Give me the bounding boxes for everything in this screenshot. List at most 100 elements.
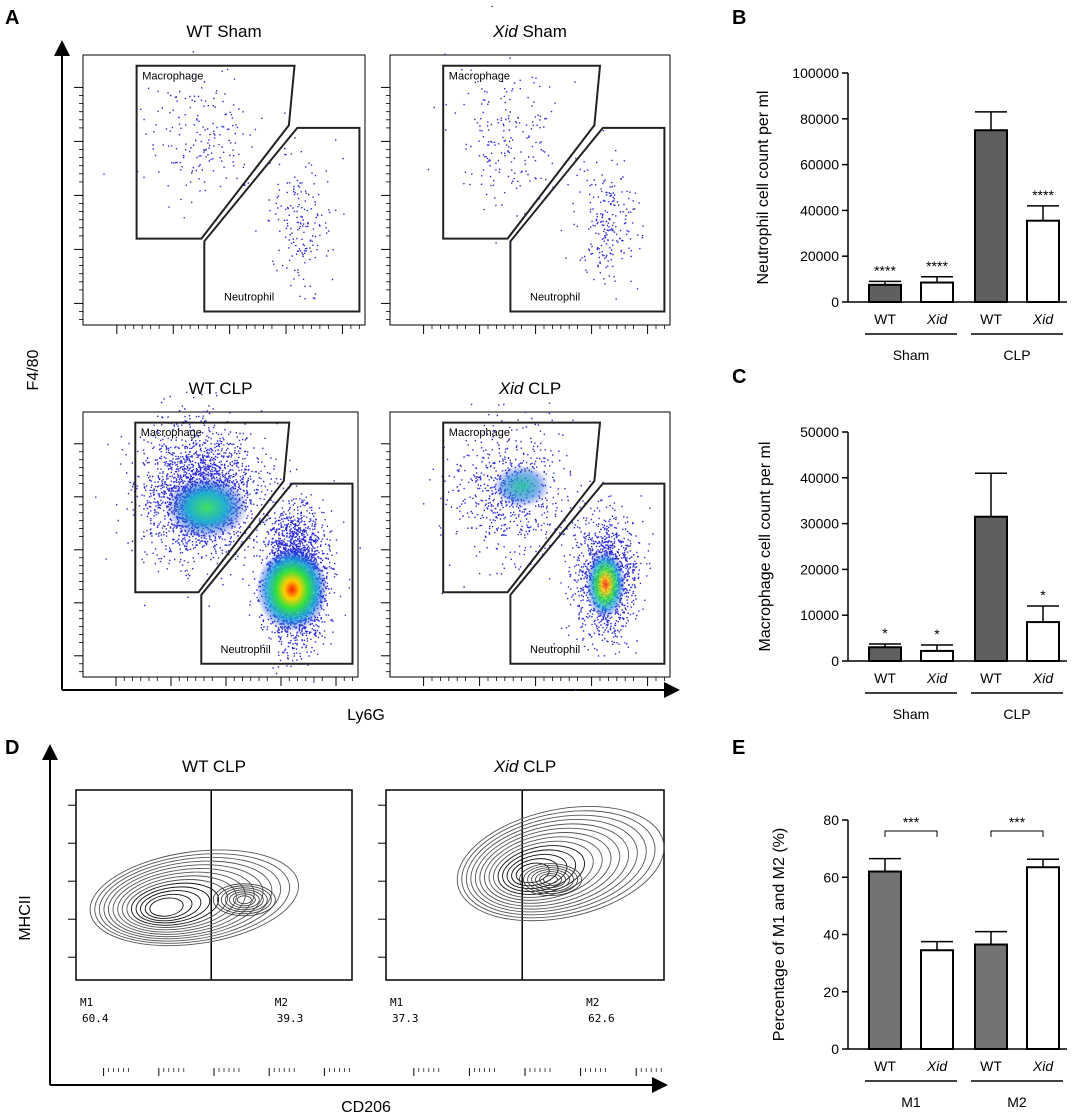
macrophage-gate-label: Macrophage: [449, 427, 510, 439]
contour-line: [474, 823, 630, 910]
flow-plot-title-suffix: Sham: [212, 22, 261, 41]
contour-line: [149, 897, 184, 917]
significance-label: *: [1040, 587, 1046, 603]
flow-plot-title: Xid Sham: [492, 22, 567, 41]
flow-plot-1: WT Sham Macrophage Neutrophil: [74, 22, 366, 334]
panel-a-x-label: Ly6G: [347, 707, 385, 724]
category-label: WT: [980, 1058, 1002, 1074]
bar: [974, 943, 1008, 1050]
contour-plot-frame: [75, 789, 353, 981]
neutrophil-events: [560, 130, 644, 300]
y-axis-label: Percentage of M1 and M2 (%): [771, 828, 788, 1041]
bar: [868, 646, 902, 663]
flow-plot-title-prefix: Xid: [498, 379, 524, 398]
neutrophil-gate: [509, 126, 666, 313]
contour-line: [497, 845, 585, 895]
panel-d-contour-plots: WT CLP M1 60.4 M2 39.3 Xid CLP M1 37.3 M2 62.6: [68, 757, 665, 1076]
contour-line: [483, 832, 612, 904]
contour-line: [98, 856, 282, 942]
y-tick-label: 50000: [800, 424, 839, 440]
bar: [920, 949, 954, 1051]
y-tick-label: 60000: [800, 157, 839, 173]
panel-a-axes: F4/80 Ly6G: [25, 40, 680, 724]
y-tick-label: 20: [823, 984, 839, 1000]
y-tick-label: 20000: [800, 561, 839, 577]
y-axis-label: Neutrophil cell count per ml: [755, 91, 772, 285]
panel-a-y-label: F4/80: [25, 349, 42, 390]
m2-quadrant-value: 39.3: [277, 1012, 304, 1025]
macrophage-density: [165, 475, 248, 540]
category-label: Xid: [926, 1058, 948, 1074]
contour-line: [461, 810, 656, 919]
flow-plot-title-suffix: CLP: [215, 379, 253, 398]
y-tick-label: 40: [823, 927, 839, 943]
contour-line: [470, 819, 638, 913]
neutrophil-gate: [509, 482, 666, 665]
contour-line-secondary: [535, 871, 566, 888]
contour-line-secondary: [527, 867, 574, 892]
category-label: WT: [874, 311, 896, 327]
contour-line: [502, 849, 577, 892]
panel-label-d: D: [5, 737, 19, 759]
category-label: WT: [980, 670, 1002, 686]
contour-plot-title-suffix: CLP: [518, 757, 556, 776]
flow-plot-frame: [82, 54, 366, 326]
contour-line: [465, 814, 647, 916]
category-label: Xid: [1032, 1058, 1054, 1074]
flow-plot-4: Xid CLP Macrophage Neutrophil: [381, 379, 671, 691]
contour-plot-1: WT CLP M1 60.4 M2 39.3: [68, 757, 353, 1076]
neutrophil-gate: [203, 126, 361, 313]
significance-bracket: [884, 830, 938, 837]
macrophage-gate: [442, 64, 602, 240]
contour-line: [144, 893, 193, 919]
flow-plot-frame: [389, 54, 671, 326]
category-label: WT: [980, 311, 1002, 327]
neutrophil-gate-label: Neutrophil: [530, 644, 580, 656]
contour-line-secondary: [224, 889, 264, 911]
contour-line: [511, 858, 559, 887]
bar: [868, 283, 902, 304]
m1-quadrant-value: 60.4: [82, 1012, 109, 1025]
contour-plot-2: Xid CLP M1 37.3 M2 62.6: [378, 757, 665, 1076]
contour-plot-title-prefix: Xid: [493, 757, 519, 776]
contour-plot-title-suffix: CLP: [208, 757, 246, 776]
panel-label-b: B: [732, 7, 746, 29]
contour-line: [103, 860, 273, 940]
group-label: CLP: [1003, 706, 1030, 722]
y-tick-label: 40000: [800, 202, 839, 218]
y-tick-label: 10000: [800, 607, 839, 623]
macrophage-gate-label: Macrophage: [142, 70, 203, 82]
contour-line: [130, 882, 220, 926]
category-label: Xid: [1032, 311, 1054, 327]
macrophage-gate: [135, 64, 296, 240]
panel-c-bar-chart: 0 10000 20000 30000 40000 50000 Macrophage cel…: [757, 424, 1067, 722]
flow-plot-title-prefix: Xid: [492, 22, 518, 41]
bar: [1026, 866, 1060, 1051]
macrophage-gate: [442, 421, 602, 594]
macrophage-gate-label: Macrophage: [449, 70, 510, 82]
neutrophil-gate-label: Neutrophil: [530, 292, 580, 304]
contour-line: [117, 871, 246, 933]
bar: [974, 515, 1008, 662]
contour-line: [488, 836, 603, 901]
y-tick-label: 80000: [800, 111, 839, 127]
m2-quadrant-value: 62.6: [588, 1012, 615, 1025]
y-tick-label: 0: [831, 1041, 839, 1057]
panel-d-x-label: CD206: [341, 1099, 391, 1116]
contour-line-secondary: [216, 885, 272, 915]
y-tick-label: 60: [823, 869, 839, 885]
m1-quadrant-label: M1: [80, 996, 93, 1009]
y-tick-label: 0: [831, 653, 839, 669]
group-label: M2: [1007, 1094, 1027, 1110]
macrophage-density: [493, 465, 550, 508]
neutrophil-gate-label: Neutrophil: [221, 644, 271, 656]
y-tick-label: 30000: [800, 516, 839, 532]
contour-line: [456, 805, 665, 922]
panel-d-y-label: MHCII: [17, 895, 34, 940]
significance-label: ****: [874, 262, 896, 278]
flow-plot-frame: [389, 411, 671, 678]
flow-plot-title: WT Sham: [186, 22, 261, 41]
panel-label-a: A: [5, 7, 19, 29]
contour-line-secondary: [539, 873, 562, 886]
neutrophil-density: [256, 547, 328, 632]
